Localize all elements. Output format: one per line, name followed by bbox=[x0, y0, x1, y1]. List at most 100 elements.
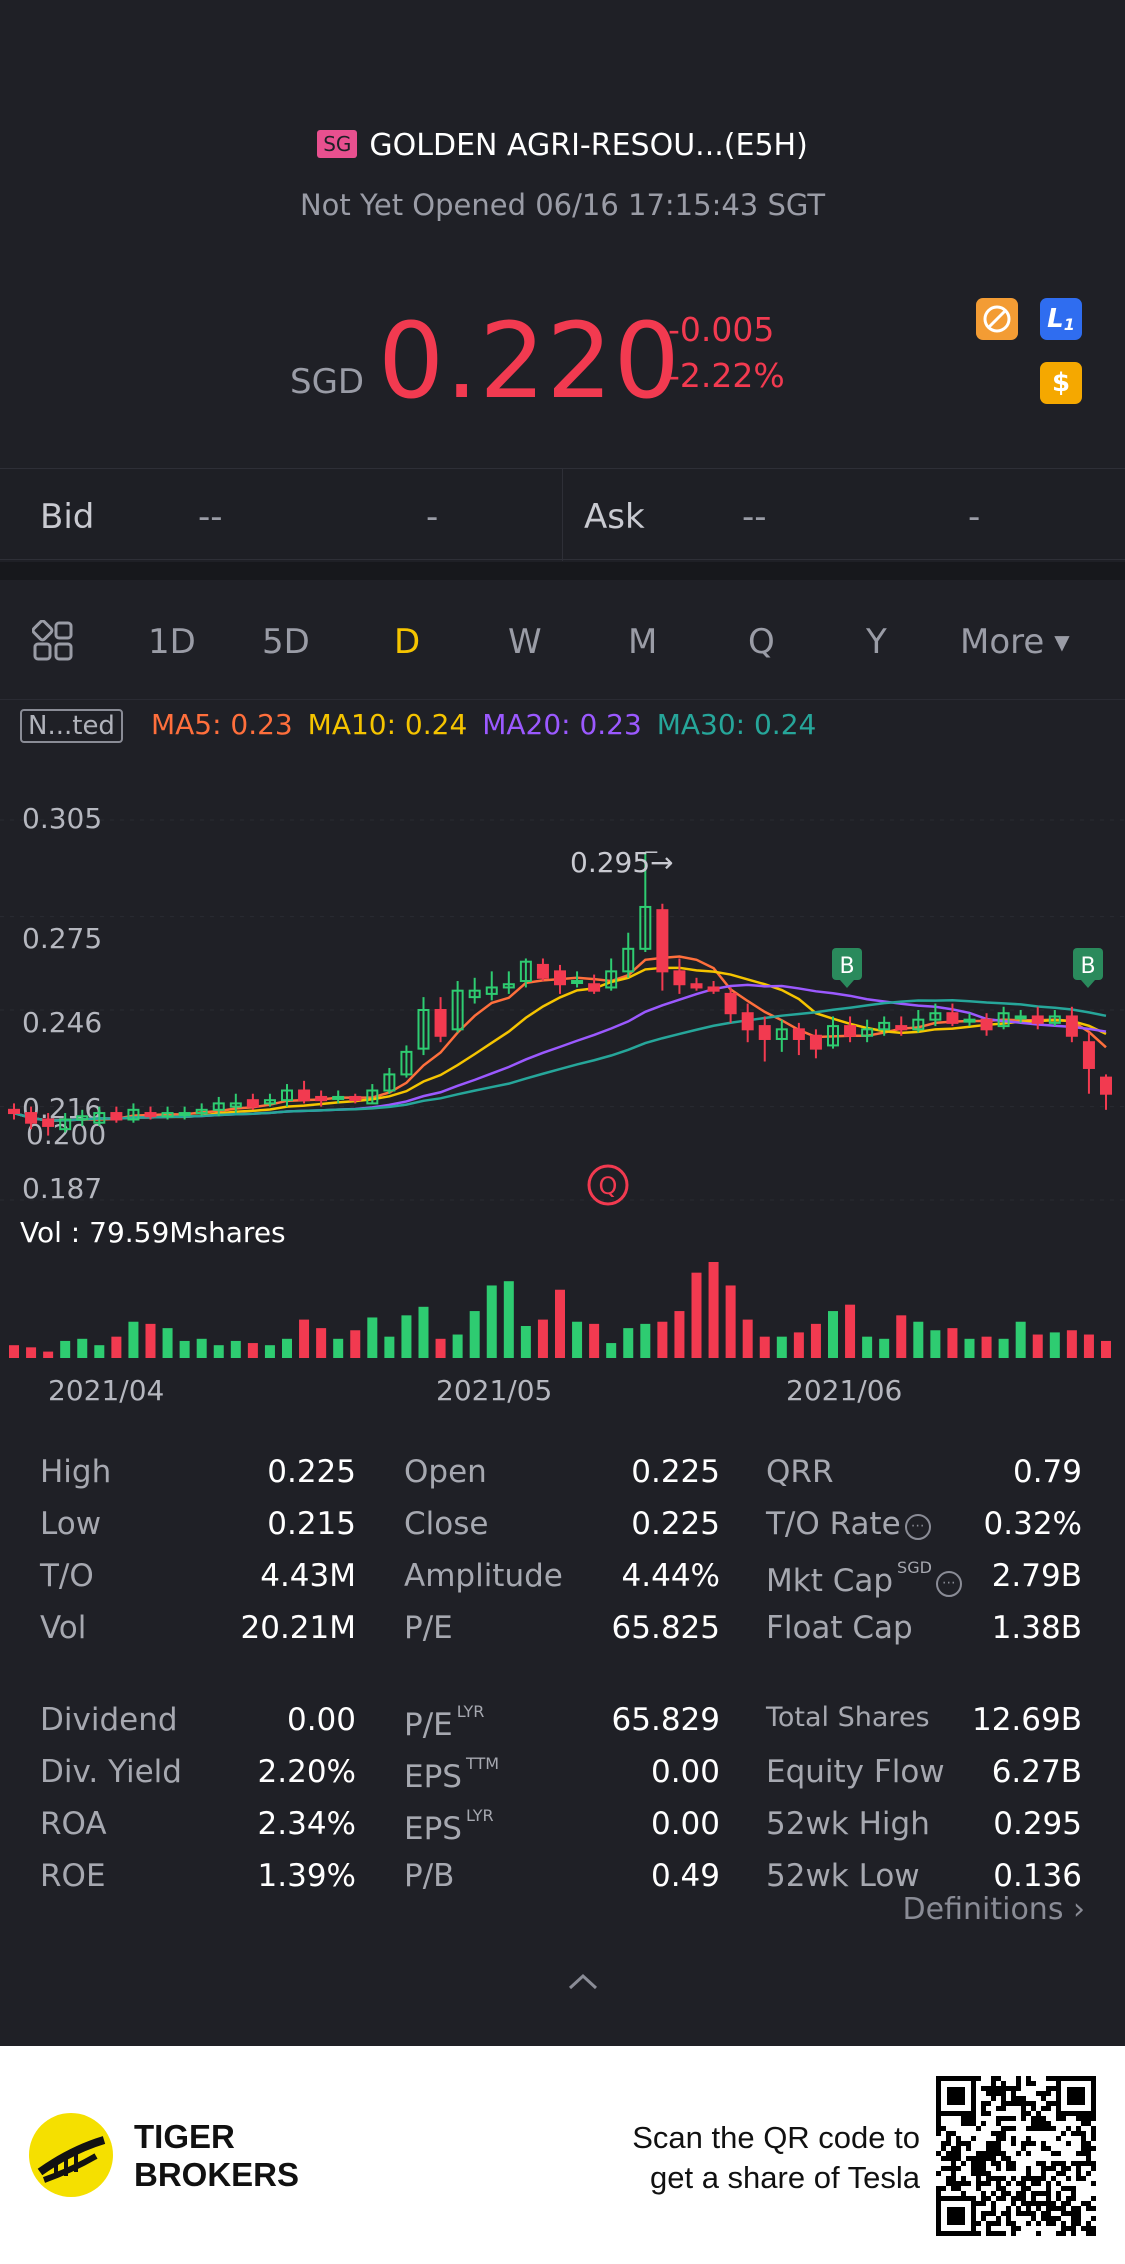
info-icon[interactable]: ⋯ bbox=[935, 1571, 962, 1597]
y-tick: 0.305 bbox=[22, 802, 102, 835]
stat-value: 0.225 bbox=[631, 1454, 720, 1490]
candle bbox=[554, 964, 566, 994]
volume-bar bbox=[520, 1326, 531, 1358]
candle bbox=[246, 1093, 259, 1110]
stat-value: 0.225 bbox=[631, 1506, 720, 1542]
tab-m[interactable]: M bbox=[628, 622, 658, 662]
tab-d[interactable]: D bbox=[394, 622, 421, 662]
volume-bar bbox=[9, 1345, 19, 1358]
stat-label: Dividend bbox=[40, 1702, 178, 1738]
stat-label: Vol bbox=[40, 1610, 87, 1646]
bid-size: - bbox=[426, 497, 439, 537]
volume-bar bbox=[674, 1311, 685, 1358]
candlestick-chart[interactable]: 0.305 0.275 0.246 0.216 0.200 0.187 0.29… bbox=[0, 780, 1125, 1420]
stat-label: 52wk High bbox=[766, 1806, 930, 1842]
candle bbox=[929, 1003, 942, 1027]
candle bbox=[963, 1013, 976, 1027]
volume-bar bbox=[162, 1328, 173, 1358]
y-tick: 0.275 bbox=[22, 922, 102, 955]
candle bbox=[1065, 1006, 1078, 1043]
candle bbox=[775, 1019, 788, 1052]
stat-label: Amplitude bbox=[404, 1558, 563, 1594]
svg-text:B: B bbox=[839, 954, 854, 979]
tab-1d[interactable]: 1D bbox=[148, 622, 196, 662]
ma30-line bbox=[13, 998, 1107, 1122]
stat-value: 0.00 bbox=[650, 1754, 720, 1790]
price-change: -0.005 bbox=[668, 310, 775, 349]
buy-marker[interactable]: B bbox=[1073, 948, 1103, 988]
candle bbox=[485, 971, 498, 1001]
candle bbox=[178, 1106, 191, 1120]
volume-bar bbox=[537, 1319, 548, 1358]
caret-down-icon: ▼ bbox=[1054, 630, 1070, 654]
period-tabs: 1D 5D D W M Q Y More ▼ bbox=[0, 580, 1125, 700]
brand-line-2: BROKERS bbox=[134, 2156, 300, 2193]
stat-value: 0.00 bbox=[286, 1702, 356, 1738]
candle bbox=[1014, 1010, 1027, 1023]
candle bbox=[332, 1090, 345, 1104]
tab-more[interactable]: More ▼ bbox=[960, 622, 1070, 662]
ask-label: Ask bbox=[584, 497, 645, 537]
tab-w[interactable]: W bbox=[508, 622, 542, 662]
stat-value: 0.215 bbox=[267, 1506, 356, 1542]
info-icon[interactable]: ⋯ bbox=[904, 1514, 931, 1540]
candle bbox=[212, 1096, 225, 1117]
candle bbox=[844, 1016, 857, 1043]
volume-bar bbox=[94, 1345, 105, 1358]
no-shorting-icon[interactable] bbox=[976, 298, 1018, 340]
buy-marker[interactable]: B bbox=[832, 948, 862, 988]
volume-bar bbox=[333, 1338, 344, 1358]
stat-value: 0.79 bbox=[1012, 1454, 1082, 1490]
candle bbox=[349, 1093, 362, 1104]
candle bbox=[468, 977, 481, 1004]
volume-bar bbox=[230, 1340, 241, 1358]
volume-bar bbox=[691, 1272, 702, 1358]
volume-bar bbox=[657, 1321, 668, 1358]
bid-price: -- bbox=[198, 497, 223, 537]
volume-bar bbox=[486, 1285, 497, 1358]
volume-bar bbox=[896, 1315, 907, 1358]
y-tick: 0.187 bbox=[22, 1172, 102, 1205]
volume-bar bbox=[708, 1262, 719, 1358]
candle bbox=[758, 1016, 771, 1062]
candle bbox=[110, 1106, 123, 1123]
tab-5d[interactable]: 5D bbox=[262, 622, 310, 662]
adjust-mode-button[interactable]: N...ted bbox=[20, 709, 123, 743]
candle bbox=[1082, 1032, 1095, 1094]
stat-label: P/E bbox=[404, 1610, 453, 1646]
volume-bar bbox=[196, 1338, 207, 1358]
stat-value: 0.00 bbox=[650, 1806, 720, 1842]
candle bbox=[895, 1016, 908, 1036]
candle bbox=[741, 1003, 754, 1043]
candle bbox=[792, 1022, 805, 1056]
stock-title[interactable]: SG GOLDEN AGRI-RESOU...(E5H) bbox=[0, 128, 1125, 163]
volume-bar bbox=[555, 1289, 565, 1358]
chevron-up-icon[interactable] bbox=[566, 1970, 600, 1996]
volume-bar bbox=[828, 1311, 838, 1358]
tab-q[interactable]: Q bbox=[748, 622, 775, 662]
stat-value: 20.21M bbox=[240, 1610, 357, 1646]
tab-y[interactable]: Y bbox=[866, 622, 887, 662]
q-marker-icon[interactable]: Q bbox=[587, 1164, 629, 1206]
candle bbox=[861, 1019, 874, 1043]
promo-line-2: get a share of Tesla bbox=[650, 2160, 920, 2195]
stat-label: 52wk Low bbox=[766, 1858, 920, 1894]
candle bbox=[605, 958, 618, 991]
volume-bar bbox=[640, 1323, 651, 1358]
stat-value: 0.136 bbox=[993, 1858, 1082, 1894]
market-badge: SG bbox=[317, 130, 358, 158]
layout-grid-icon[interactable] bbox=[31, 619, 74, 666]
tiger-logo-icon bbox=[26, 2110, 116, 2204]
candle bbox=[161, 1106, 174, 1120]
stat-value: 1.38B bbox=[991, 1610, 1082, 1646]
stat-label: Mkt Cap SGD⋯ bbox=[766, 1558, 962, 1599]
definitions-link[interactable]: Definitions › bbox=[902, 1892, 1085, 1927]
volume-bar bbox=[60, 1340, 71, 1358]
candle bbox=[588, 974, 601, 994]
stat-label: T/O bbox=[40, 1558, 94, 1594]
candle bbox=[622, 932, 635, 978]
dollar-icon[interactable]: $ bbox=[1040, 362, 1082, 404]
candle bbox=[93, 1106, 106, 1126]
stat-label: EPS LYR bbox=[404, 1806, 494, 1847]
